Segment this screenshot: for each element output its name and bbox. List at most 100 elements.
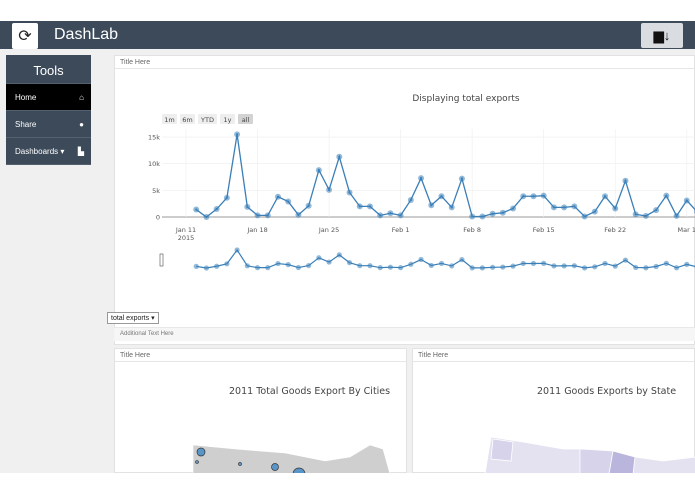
data-point-core — [532, 195, 535, 198]
x-tick-label: Feb 8 — [463, 226, 481, 234]
navigator-point — [561, 263, 567, 269]
navigator-point — [254, 265, 261, 271]
navigator-point — [612, 263, 618, 269]
navigator-point — [387, 264, 393, 270]
city-bubble — [196, 447, 206, 457]
data-point-core — [471, 215, 474, 218]
navigator-handle[interactable] — [159, 253, 164, 267]
data-point-core — [593, 210, 596, 213]
data-point-core — [276, 195, 280, 198]
data-point-core — [358, 205, 361, 208]
navigator-point — [285, 262, 291, 268]
navigator-point — [449, 263, 455, 269]
city-bubble — [238, 462, 242, 466]
save-button[interactable]: ▆↓ — [641, 23, 683, 48]
navigator-point — [643, 265, 649, 271]
data-point-core — [317, 168, 320, 172]
save-icon: ▆↓ — [653, 27, 671, 43]
data-point-core — [348, 191, 351, 194]
range-button-YTD[interactable] — [198, 114, 217, 124]
data-point-core — [266, 214, 269, 217]
panel-title: Title Here — [115, 349, 406, 362]
data-point-core — [409, 198, 412, 202]
data-point-core — [195, 208, 198, 211]
data-point-core — [481, 215, 484, 218]
navigator-point — [510, 263, 516, 269]
navigator-point — [663, 260, 669, 266]
data-point-core — [675, 214, 678, 218]
chevron-down-icon: ▾ — [151, 315, 155, 322]
y-tick-label: 15k — [148, 134, 160, 142]
navigator-point — [684, 261, 690, 267]
data-point-core — [246, 205, 249, 208]
navigator-point — [541, 260, 547, 266]
data-point-core — [327, 188, 331, 191]
navigator-point — [551, 263, 557, 269]
navigator-point — [530, 260, 537, 267]
range-button-label: 1m — [164, 116, 174, 124]
navigator-point — [193, 263, 199, 269]
exports-line-chart: Displaying total exports 1m 6m YTD 1y all 0 5k 1… — [148, 94, 695, 271]
sidebar: Tools Home ⌂ Share ● Dashboards ▾ ▙ — [6, 55, 91, 165]
data-point-core — [225, 196, 228, 199]
states-map-panel: Title Here 2011 Goods Exports by State — [412, 348, 695, 474]
data-point-core — [501, 211, 504, 214]
navigator-point — [602, 260, 608, 267]
data-point-core — [460, 177, 464, 180]
x-tick-label: Jan 25 — [318, 226, 339, 234]
data-point-core — [389, 212, 392, 215]
sidebar-title: Tools — [6, 55, 91, 84]
states-map[interactable] — [413, 349, 695, 474]
data-point-core — [603, 195, 607, 198]
sidebar-item-dashboards[interactable]: Dashboards ▾ ▙ — [6, 138, 91, 165]
state-shape — [579, 448, 614, 474]
navigator-point — [428, 262, 434, 269]
range-button-label: YTD — [200, 116, 214, 124]
data-point-core — [419, 176, 423, 180]
navigator-point — [438, 260, 445, 267]
x-tick-label: 2015 — [178, 234, 195, 242]
sidebar-item-share[interactable]: Share ● — [6, 111, 91, 138]
data-point-core — [297, 213, 300, 216]
data-point-core — [307, 204, 310, 207]
brand-title: DashLab — [54, 26, 119, 43]
x-tick-label: Feb 22 — [604, 226, 626, 234]
refresh-button[interactable]: ⟳ — [12, 23, 38, 49]
range-button-all[interactable] — [238, 114, 253, 124]
home-icon: ⌂ — [79, 92, 84, 102]
data-point-core — [491, 212, 494, 215]
city-bubble — [292, 467, 306, 474]
range-button-1m[interactable] — [162, 114, 177, 124]
x-tick-label: Mar 1 — [678, 226, 695, 234]
panel-title: Title Here — [115, 56, 694, 69]
data-point-core — [665, 194, 668, 197]
navigator-point — [592, 264, 598, 270]
range-button-6m[interactable] — [180, 114, 195, 124]
navigator-point — [234, 247, 240, 253]
series-line — [195, 134, 695, 218]
range-button-1y[interactable] — [220, 114, 235, 124]
y-tick-label: 5k — [152, 187, 160, 195]
data-point-core — [215, 207, 218, 211]
data-point-core — [399, 214, 402, 217]
navigator-point — [295, 264, 302, 271]
top-navbar — [0, 21, 695, 49]
navigator-point — [490, 264, 496, 270]
sidebar-item-label: Dashboards ▾ — [15, 146, 65, 156]
x-tick-label: Jan 18 — [246, 226, 267, 234]
cities-map[interactable] — [115, 349, 408, 474]
x-tick-label: Feb 1 — [392, 226, 410, 234]
data-point-core — [552, 206, 556, 209]
map-title: 2011 Total Goods Export By Cities — [229, 386, 391, 397]
sidebar-item-home[interactable]: Home ⌂ — [6, 84, 91, 111]
dropdown-value: total exports — [111, 315, 150, 322]
data-point-core — [655, 208, 658, 212]
metric-dropdown[interactable]: total exports ▾ — [107, 312, 159, 324]
map-title: 2011 Goods Exports by State — [537, 386, 677, 397]
navigator-point — [326, 259, 332, 265]
navigator-point — [571, 263, 577, 269]
data-point-core — [368, 205, 372, 208]
city-bubble — [271, 463, 279, 471]
data-point-core — [522, 195, 525, 198]
navigator-point — [653, 263, 659, 270]
